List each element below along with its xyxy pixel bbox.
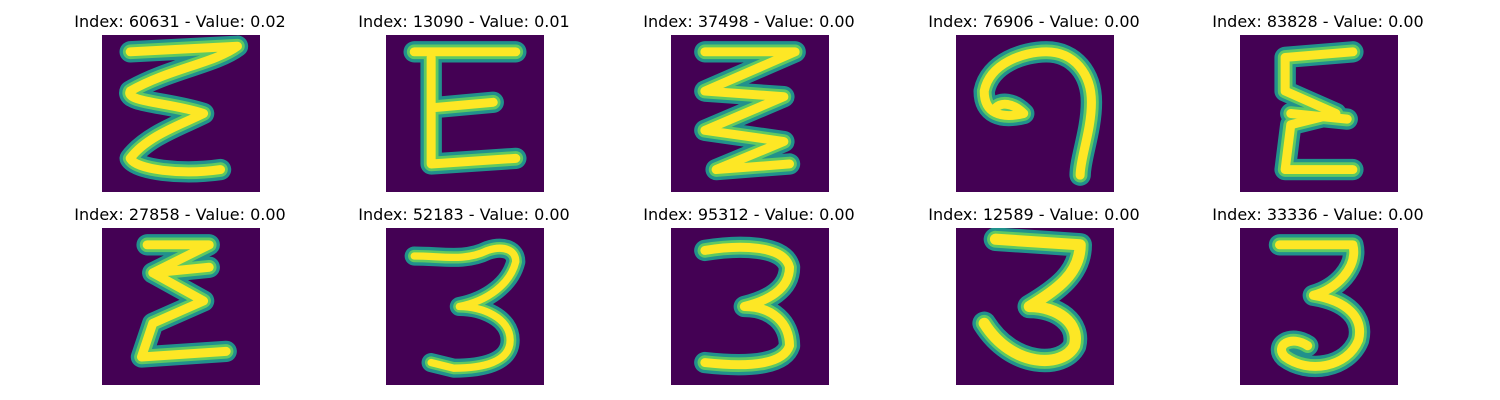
sample-image (102, 228, 260, 385)
sample-image (1240, 35, 1398, 192)
sample-caption: Index: 60631 - Value: 0.02 (74, 12, 286, 31)
sample-cell: Index: 33336 - Value: 0.00 (1193, 193, 1443, 385)
sample-image (1240, 228, 1398, 385)
sample-cell: Index: 27858 - Value: 0.00 (55, 193, 305, 385)
sample-caption: Index: 33336 - Value: 0.00 (1212, 205, 1424, 224)
sample-cell: Index: 60631 - Value: 0.02 (55, 0, 305, 192)
sample-cell: Index: 12589 - Value: 0.00 (909, 193, 1159, 385)
sample-cell: Index: 37498 - Value: 0.00 (624, 0, 874, 192)
sample-image (386, 228, 544, 385)
sample-image (102, 35, 260, 192)
sample-caption: Index: 83828 - Value: 0.00 (1212, 12, 1424, 31)
sample-image (956, 228, 1114, 385)
sample-cell: Index: 95312 - Value: 0.00 (624, 193, 874, 385)
sample-cell: Index: 83828 - Value: 0.00 (1193, 0, 1443, 192)
sample-cell: Index: 52183 - Value: 0.00 (339, 193, 589, 385)
sample-image (671, 35, 829, 192)
sample-caption: Index: 13090 - Value: 0.01 (358, 12, 570, 31)
sample-caption: Index: 95312 - Value: 0.00 (643, 205, 855, 224)
sample-caption: Index: 76906 - Value: 0.00 (928, 12, 1140, 31)
sample-caption: Index: 27858 - Value: 0.00 (74, 205, 286, 224)
sample-cell: Index: 76906 - Value: 0.00 (909, 0, 1159, 192)
sample-caption: Index: 37498 - Value: 0.00 (643, 12, 855, 31)
sample-cell: Index: 13090 - Value: 0.01 (339, 0, 589, 192)
sample-caption: Index: 12589 - Value: 0.00 (928, 205, 1140, 224)
sample-caption: Index: 52183 - Value: 0.00 (358, 205, 570, 224)
sample-image (956, 35, 1114, 192)
sample-image (386, 35, 544, 192)
sample-image (671, 228, 829, 385)
